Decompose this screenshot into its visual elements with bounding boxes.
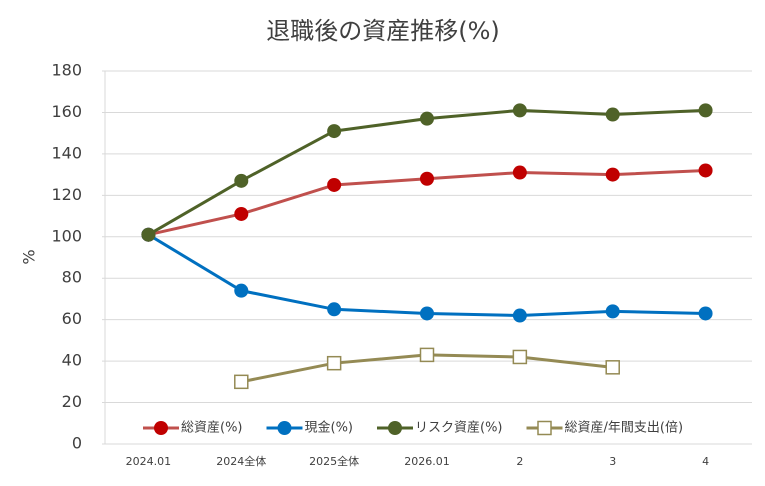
legend-marker <box>154 421 168 435</box>
data-point <box>420 306 434 321</box>
y-tick-label: 60 <box>62 309 82 328</box>
data-point <box>698 306 713 321</box>
y-tick-label: 140 <box>51 143 82 162</box>
data-point <box>698 103 713 118</box>
y-tick-label: 20 <box>62 392 82 411</box>
x-tick-label: 4 <box>702 455 709 468</box>
data-point <box>420 171 434 186</box>
data-point <box>512 349 528 365</box>
y-tick-label: 160 <box>51 102 82 121</box>
y-tick-label: 0 <box>72 434 82 453</box>
data-point <box>234 374 249 390</box>
legend-marker <box>277 421 292 435</box>
legend-marker <box>537 420 552 436</box>
data-point <box>605 107 620 122</box>
data-point <box>512 308 527 323</box>
legend: 総資産(%) 現金(%) リスク資産(%) 総資産/年間支出(倍) <box>136 417 694 439</box>
x-tick-label: 2026.01 <box>404 455 450 468</box>
x-tick-label: 2024.01 <box>126 455 172 468</box>
x-tick-label: 2025全体 <box>309 454 359 468</box>
data-point <box>327 302 342 317</box>
y-tick-label: 40 <box>62 351 82 370</box>
y-tick-label: 80 <box>62 268 82 287</box>
legend-label: 総資産(%) <box>181 420 243 436</box>
data-point <box>234 206 249 221</box>
y-tick-label: 180 <box>51 61 82 80</box>
chart-title: 退職後の資産推移(%) <box>266 17 500 45</box>
data-point <box>234 283 249 298</box>
data-point <box>327 177 342 192</box>
data-point <box>419 347 435 363</box>
legend-label: リスク資産(%) <box>415 420 503 436</box>
legend-background <box>136 417 694 439</box>
data-point <box>420 111 434 126</box>
data-point <box>234 173 249 188</box>
legend-label: 現金(%) <box>305 420 354 436</box>
data-point <box>698 163 713 178</box>
y-axis-label: % <box>20 249 39 264</box>
y-tick-label: 100 <box>51 226 82 245</box>
data-point <box>512 165 527 180</box>
y-tick-label: 120 <box>51 185 82 204</box>
data-point <box>326 355 342 371</box>
data-point <box>327 124 342 139</box>
legend-marker <box>388 421 402 435</box>
data-point <box>141 227 156 242</box>
x-tick-label: 3 <box>609 455 616 468</box>
data-point <box>605 304 620 319</box>
data-point <box>512 103 527 118</box>
x-tick-label: 2 <box>516 455 523 468</box>
data-point <box>605 360 620 375</box>
x-tick-label: 2024全体 <box>216 454 266 468</box>
legend-label: 総資産/年間支出(倍) <box>565 420 684 436</box>
data-point <box>605 167 620 182</box>
